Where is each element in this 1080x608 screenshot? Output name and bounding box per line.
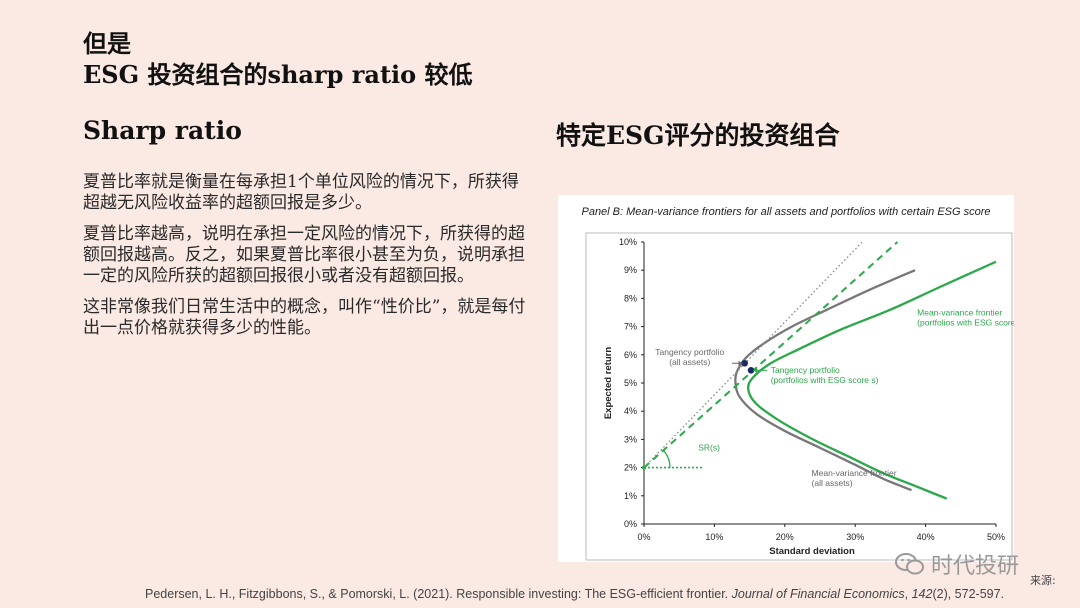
y-tick-label: 6% <box>624 350 637 360</box>
chart-figure: Panel B: Mean-variance frontiers for all… <box>558 195 1014 562</box>
wechat-icon <box>895 553 924 575</box>
annotation-line: Mean-variance frontier <box>917 307 1002 317</box>
paragraph-1: 夏普比率就是衡量在每承担1个单位风险的情况下，所获得超越无风险收益率的超额回报是… <box>83 172 519 213</box>
chart-markers <box>741 359 755 374</box>
chart-annotations: Tangency portfolio (all assets)Tangency p… <box>655 307 1014 488</box>
annotation-line: Mean-variance frontier <box>812 468 897 478</box>
watermark-text: 时代投研 <box>931 554 1020 579</box>
y-tick-label: 8% <box>624 293 637 303</box>
frontier-chart: 0% 10% 20% 30% 40% 50% 0% 1% 2% 3% 4% 5% 6% 7% 8% 9% 10%… <box>585 232 1014 561</box>
citation-volume: 142 <box>911 587 933 601</box>
left-heading: Sharp ratio <box>83 116 242 145</box>
paragraph-2: 夏普比率越高，说明在承担一定风险的情况下，所获得的超额回报越高。反之，如果夏普比… <box>83 224 525 286</box>
y-tick-label: 4% <box>624 406 637 416</box>
annotation-line: (portfolios with ESG score s) <box>917 317 1014 327</box>
annotation-4: SR(s) <box>698 443 720 453</box>
citation: Pedersen, L. H., Fitzgibbons, S., & Pomo… <box>145 587 1005 601</box>
y-tick-label: 3% <box>624 434 637 444</box>
x-tick-label: 50% <box>987 532 1005 542</box>
right-heading: 特定ESG评分的投资组合 <box>556 121 840 150</box>
annotation-line: Tangency portfolio <box>655 347 724 357</box>
slide-title: 但是 ESG 投资组合的sharp ratio 较低 <box>83 28 473 90</box>
citation-journal: Journal of Financial Economics <box>731 587 905 601</box>
series-line-1 <box>746 260 997 500</box>
citation-authors: Pedersen, L. H., Fitzgibbons, S., & Pomo… <box>145 587 732 601</box>
x-tick-label: 40% <box>917 532 935 542</box>
y-tick-label: 7% <box>624 322 637 332</box>
paragraph-3: 这非常像我们日常生活中的概念，叫作“性价比”，就是每付出一点价格就获得多少的性能… <box>83 297 526 338</box>
annotation-line: SR(s) <box>698 443 720 453</box>
watermark: 时代投研 <box>895 548 1019 580</box>
x-tick-label: 10% <box>705 532 723 542</box>
annotation-arrowhead <box>738 360 743 366</box>
citation-issue: (2), 572-597. <box>932 587 1005 601</box>
annotation-line: Tangency portfolio <box>771 365 840 375</box>
sharpe-angle-arc <box>662 449 671 468</box>
y-tick-label: 2% <box>624 463 637 473</box>
y-tick-label: 0% <box>624 519 637 529</box>
chart-frame <box>585 232 1013 561</box>
source-label: 来源: <box>1030 574 1056 587</box>
y-tick-label: 1% <box>624 491 637 501</box>
x-tick-label: 20% <box>776 532 794 542</box>
annotation-line: (portfolios with ESG score s) <box>771 375 879 385</box>
x-tick-label: 30% <box>846 532 864 542</box>
annotation-line: (all assets) <box>669 357 710 367</box>
annotation-line: (all assets) <box>812 478 853 488</box>
y-axis-label: Expected return <box>603 347 614 420</box>
risk-free-point <box>642 465 646 470</box>
annotation-2: Mean-variance frontier (portfolios with E… <box>917 307 1014 327</box>
series-line-3 <box>643 241 899 469</box>
x-tick-label: 0% <box>637 532 650 542</box>
chart-series <box>642 241 997 500</box>
title-line-2: ESG 投资组合的sharp ratio 较低 <box>83 60 473 89</box>
tangency-marker-1 <box>747 367 755 374</box>
annotation-0: Tangency portfolio (all assets) <box>655 347 724 367</box>
annotation-3: Mean-variance frontier (all assets) <box>812 468 897 488</box>
annotation-arrowhead <box>753 367 758 373</box>
series-line-2 <box>643 241 863 469</box>
chart-title: Panel B: Mean-variance frontiers for all… <box>581 206 991 218</box>
y-tick-label: 10% <box>619 237 637 247</box>
tangency-marker-0 <box>741 359 748 367</box>
x-axis-label: Standard deviation <box>769 546 855 557</box>
y-tick-label: 5% <box>624 378 637 388</box>
annotation-1: Tangency portfolio (portfolios with ESG s… <box>771 365 879 385</box>
y-tick-label: 9% <box>624 265 637 275</box>
body-text: 夏普比率就是衡量在每承担1个单位风险的情况下，所获得超越无风险收益率的超额回报是… <box>83 172 533 349</box>
title-line-1: 但是 <box>83 29 131 58</box>
chart-axes: 0% 10% 20% 30% 40% 50% 0% 1% 2% 3% 4% 5% 6% 7% 8% 9% 10%… <box>603 237 1005 557</box>
